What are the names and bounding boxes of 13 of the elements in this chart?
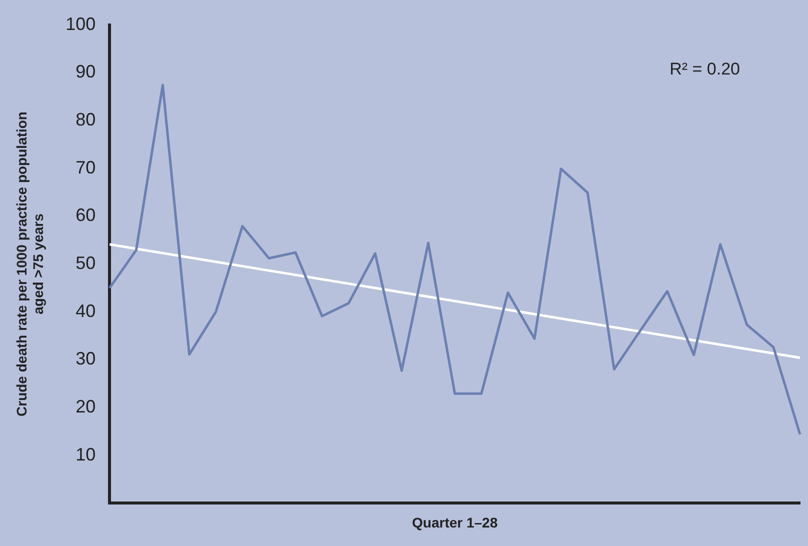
y-axis-title: Crude death rate per 1000 practice population aged >75 years xyxy=(13,112,46,416)
y-tick-label: 100 xyxy=(66,14,96,34)
y-tick-label: 20 xyxy=(76,396,96,416)
y-tick-label: 10 xyxy=(76,444,96,464)
y-tick-label: 50 xyxy=(76,252,96,273)
y-tick-label: 80 xyxy=(76,109,96,130)
y-tick-label: 30 xyxy=(76,348,96,369)
y-tick-label: 40 xyxy=(76,300,96,321)
annotation: R² = 0.20 xyxy=(670,59,740,78)
y-tick-label: 70 xyxy=(76,157,96,178)
y-tick-label: 60 xyxy=(76,205,96,226)
x-axis-title: Quarter 1–28 xyxy=(412,514,498,530)
y-tick-label: 90 xyxy=(76,62,96,82)
